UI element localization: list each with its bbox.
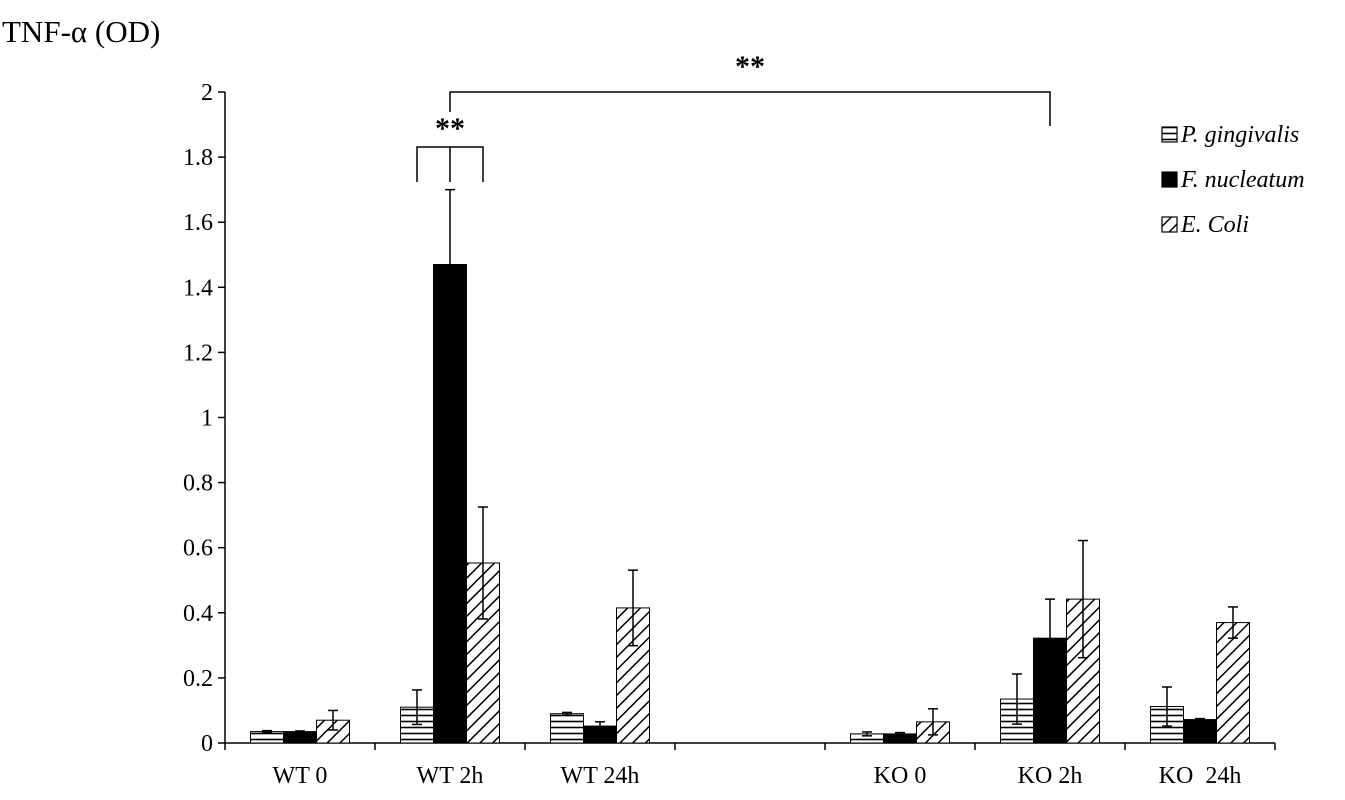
significance-label: ** [735, 50, 765, 83]
legend-swatch-f-nucleatum [1161, 171, 1178, 188]
x-tick-label: WT 2h [417, 763, 484, 789]
y-tick-label: 0.8 [183, 471, 213, 497]
error-bars [262, 188, 1238, 737]
y-tick-label: 0.6 [183, 536, 213, 562]
x-tick-label: KO 24h [1159, 763, 1242, 789]
legend-swatch-p-gingivalis [1161, 126, 1178, 143]
bar-f-nucleatum-ko-24h [1183, 719, 1217, 744]
bar-e-coli-ko-24h [1216, 622, 1250, 744]
significance-label: ** [435, 112, 465, 145]
y-tick-label: 1 [201, 406, 213, 432]
y-tick-label: 0.2 [183, 666, 213, 692]
axes: 0 0.2 0.4 0.6 0.8 1 1.2 1.4 1.6 1.8 2 WT 0 WT 2h WT 2… [183, 80, 1276, 789]
y-tick-label: 1.8 [183, 145, 213, 171]
x-tick-label: WT 24h [561, 763, 640, 789]
bar-p-gingivalis-wt-24h [550, 713, 584, 744]
legend: P. gingivalis F. nucleatum E. Coli [1161, 122, 1305, 238]
bar-f-nucleatum-wt-2h [433, 264, 467, 744]
y-tick-label: 0 [201, 731, 213, 757]
legend-swatch-e-coli [1161, 216, 1178, 233]
y-tick-label: 1.4 [183, 275, 213, 301]
legend-label-p-gingivalis: P. gingivalis [1180, 122, 1299, 148]
x-tick-label: WT 0 [273, 763, 328, 789]
x-tick-label: KO 2h [1018, 763, 1083, 789]
legend-label-f-nucleatum: F. nucleatum [1180, 167, 1305, 193]
y-tick-label: 1.6 [183, 210, 213, 236]
y-tick-label: 2 [201, 80, 213, 106]
legend-label-e-coli: E. Coli [1180, 212, 1249, 238]
y-axis-title: TNF-α (OD) [2, 14, 161, 49]
bar-e-coli-wt-2h [466, 562, 500, 744]
y-tick-label: 1.2 [183, 340, 213, 366]
y-tick-label: 0.4 [183, 601, 213, 627]
significance-annotations: ** ** [416, 50, 1051, 182]
bar-f-nucleatum-wt-0 [283, 731, 317, 744]
significance-bracket-wt-vs-ko [449, 91, 1051, 126]
x-tick-label: KO 0 [874, 763, 927, 789]
bars [250, 264, 1250, 744]
